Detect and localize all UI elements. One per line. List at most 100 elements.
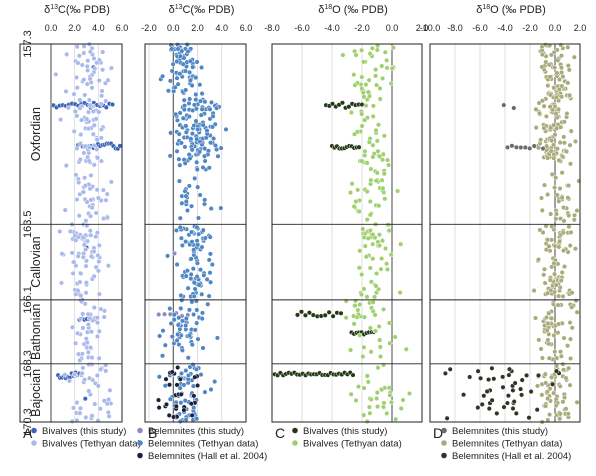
data-point-d-series-1 [558,124,564,130]
data-point-d-series-1 [539,64,545,70]
data-point-d-series-1 [568,128,574,134]
stage-label: Oxfordian [29,107,43,161]
data-point-d-series-1 [545,237,551,243]
data-point-b-series-1 [165,88,171,94]
data-point-a-series-1 [96,355,102,361]
data-point-a-series-1 [105,77,111,83]
data-point-c-series-1 [373,127,379,133]
data-point-b-series-1 [187,155,193,161]
data-point-b-series-1 [168,130,174,136]
data-point-d-series-1 [566,67,572,73]
data-point-d-series-1 [544,143,550,149]
data-point-b-series-1 [209,262,215,268]
data-point-a-series-1 [101,314,107,320]
data-point-b-series-1 [162,383,168,389]
data-point-a-series-1 [79,62,85,68]
data-point-a-series-1 [78,293,84,299]
data-point-b-series-1 [177,215,183,221]
data-point-c-series-1 [367,198,373,205]
stage-label: Bajocian [29,369,43,417]
data-point-c-series-1 [381,133,387,139]
data-point-a-series-1 [69,418,75,424]
data-point-a-series-1 [64,51,70,57]
data-point-b-series-1 [202,146,208,152]
data-point-c-series-1 [351,72,357,78]
data-point-c-series-1 [356,208,362,214]
data-point-b-series-2 [163,401,170,407]
data-point-b-series-1 [188,229,194,235]
data-point-b-series-1 [179,48,185,54]
data-point-b-series-1 [199,64,205,71]
data-point-b-series-1 [185,48,191,54]
data-point-d-series-2 [510,405,516,412]
data-point-a-series-1 [62,207,68,213]
legend-marker [137,427,143,434]
data-point-c-series-1 [397,290,403,296]
axis-title-superscript: 18 [482,4,490,11]
data-point-d-series-1 [539,207,545,213]
data-point-b-series-1 [192,327,198,333]
axis-title-symbol: δ [476,4,482,16]
data-point-b-series-1 [189,82,195,89]
data-point-a-series-1 [86,97,92,103]
data-point-d-series-1 [560,74,566,80]
data-point-a-series-1 [108,179,114,185]
data-point-d-series-2 [512,380,518,386]
data-point-d-series-1 [556,293,562,299]
data-point-c-series-1 [364,294,370,300]
data-point-b-series-1 [176,315,182,321]
data-point-a-series-1 [91,248,97,255]
data-point-d-series-2 [506,372,512,378]
data-point-d-series-0 [504,144,511,150]
data-point-d-series-1 [559,170,565,176]
data-point-c-series-1 [363,82,369,88]
legend-marker [137,452,143,459]
data-point-b-series-1 [199,91,205,97]
data-point-b-series-1 [183,123,189,129]
data-point-a-series-1 [94,315,100,321]
data-point-d-series-1 [555,302,561,308]
data-point-d-series-2 [505,393,511,399]
data-point-c-series-0 [322,312,328,318]
x-tick-label: 2.0 [574,23,587,33]
data-point-b-series-1 [168,320,174,327]
data-point-c-series-1 [382,245,389,252]
data-point-a-series-1 [96,78,102,84]
data-point-b-series-2 [155,397,162,403]
data-point-c-series-1 [377,96,383,102]
data-point-a-series-1 [86,362,92,368]
data-point-d-series-1 [560,367,567,373]
data-point-a-series-1 [74,417,80,423]
data-point-a-series-1 [78,270,84,277]
data-point-b-series-1 [183,199,189,205]
data-point-b-series-1 [171,317,177,323]
data-point-a-series-1 [101,215,107,222]
data-point-d-series-0 [513,144,519,150]
data-point-d-series-1 [552,131,558,138]
data-point-a-series-1 [101,308,108,314]
data-point-b-series-1 [186,307,192,313]
legend-marker [441,427,447,434]
data-point-d-series-1 [539,47,545,54]
x-tick-label: 2.0 [68,23,81,33]
data-point-b-series-1 [174,261,180,268]
panel-letter: D [433,425,443,441]
data-point-d-series-2 [519,392,525,398]
data-point-b-series-1 [200,164,206,171]
data-point-d-series-1 [551,390,557,396]
data-point-b-series-2 [166,412,172,418]
data-point-a-series-1 [83,218,89,224]
data-point-c-series-1 [355,384,362,390]
data-point-a-series-1 [89,413,95,419]
data-point-c-series-1 [375,148,381,154]
data-point-c-series-1 [384,65,390,71]
panel-frame [271,43,423,423]
data-point-d-series-1 [557,383,563,389]
data-point-a-series-1 [63,88,69,94]
data-point-d-series-1 [563,149,570,155]
data-point-b-series-1 [191,293,197,299]
data-point-d-series-1 [567,92,573,98]
data-point-d-series-1 [559,195,565,201]
data-point-d-series-1 [571,54,577,60]
data-point-b-series-1 [189,131,195,137]
